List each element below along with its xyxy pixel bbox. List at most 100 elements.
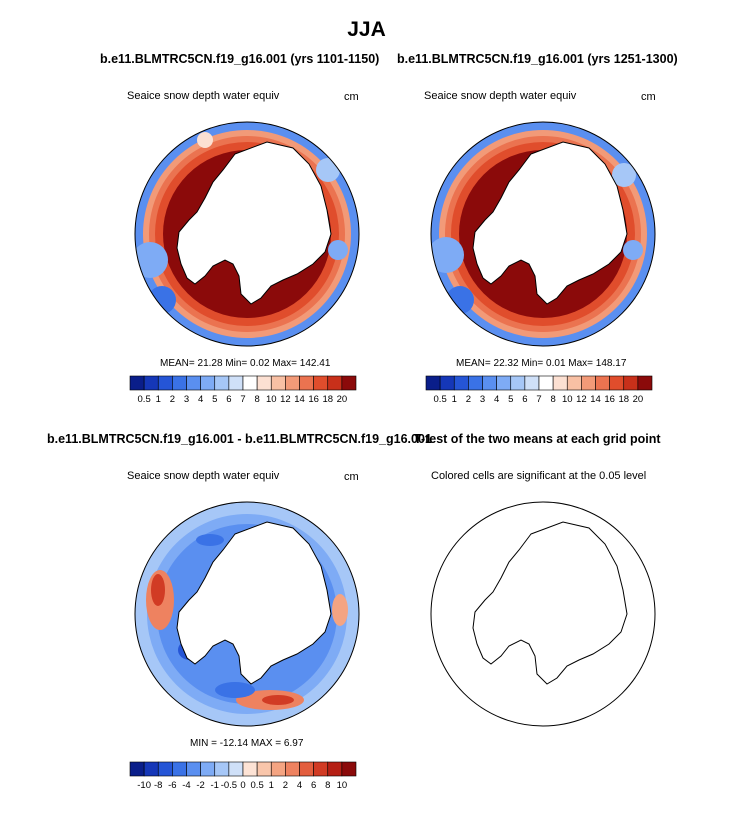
diff-colorbar-tick-label: -4 (182, 780, 190, 791)
abs-colorbar-swatch (299, 375, 314, 391)
p1-variable-label: Seaice snow depth water equiv (127, 90, 280, 102)
diff-colorbar-swatch (228, 761, 244, 777)
p2-units-label: cm (641, 91, 656, 103)
abs-colorbar-swatch (256, 375, 272, 391)
abs-colorbar-right-tick-label: 0.5 (434, 394, 447, 405)
p4-caption: Colored cells are significant at the 0.0… (431, 470, 647, 482)
diff-colorbar-swatch (270, 761, 286, 777)
abs-colorbar-right-swatch (524, 375, 540, 391)
diff-colorbar-swatch (285, 761, 300, 777)
abs-colorbar-right-tick-label: 4 (494, 394, 499, 405)
abs-colorbar-swatch (172, 375, 187, 391)
abs-colorbar-right-tick-label: 5 (508, 394, 513, 405)
p2-map (430, 121, 656, 347)
abs-colorbar-tick-label: 8 (254, 394, 259, 405)
abs-colorbar-right-tick-label: 8 (550, 394, 555, 405)
abs-colorbar-right-swatch (468, 375, 483, 391)
diff-colorbar-swatch (242, 761, 258, 777)
abs-colorbar-right-swatch (425, 375, 441, 391)
abs-colorbar-right-swatch (566, 375, 582, 391)
abs-colorbar-right-swatch (623, 375, 639, 391)
abs-colorbar-tick-label: 3 (184, 394, 189, 405)
abs-colorbar-swatch (129, 375, 145, 391)
abs-colorbar-tick-label: 0.5 (138, 394, 151, 405)
abs-colorbar-right-tick-label: 3 (480, 394, 485, 405)
abs-colorbar-right-tick-label: 2 (466, 394, 471, 405)
diff-colorbar-tick-label: -6 (168, 780, 176, 791)
abs-colorbar-right-tick-label: 18 (618, 394, 629, 405)
abs-colorbar-swatch (313, 375, 329, 391)
p2-stats: MEAN= 22.32 Min= 0.01 Max= 148.17 (456, 358, 627, 369)
diff-colorbar-tick-label: 0 (240, 780, 245, 791)
abs-colorbar-right-swatch (439, 375, 455, 391)
diff-colorbar-tick-label: -10 (137, 780, 151, 791)
abs-colorbar: 0.5 1 2 3 4 5 6 7 8 10 12 14 16 18 20 (129, 375, 357, 405)
p3-stats: MIN = -12.14 MAX = 6.97 (190, 738, 304, 749)
abs-colorbar-swatch (242, 375, 258, 391)
diff-colorbar-swatch (327, 761, 343, 777)
abs-colorbar-tick-label: 1 (156, 394, 161, 405)
abs-colorbar-tick-label: 16 (308, 394, 319, 405)
diff-colorbar: -10 -8 -6 -4 -2 -1 -0.5 0 0.5 1 2 4 6 8 10 (129, 761, 357, 791)
abs-colorbar-swatch (157, 375, 173, 391)
p1-stats: MEAN= 21.28 Min= 0.02 Max= 142.41 (160, 358, 331, 369)
diff-colorbar-tick-label: 0.5 (251, 780, 264, 791)
abs-colorbar-swatch (214, 375, 230, 391)
abs-colorbar-right-swatch (496, 375, 512, 391)
p2-variable-label: Seaice snow depth water equiv (424, 90, 577, 102)
diff-colorbar-tick-label: 6 (311, 780, 316, 791)
diff-colorbar-tick-label: 10 (337, 780, 348, 791)
abs-colorbar-right: 0.5 1 2 3 4 5 6 7 8 10 12 14 16 18 20 (425, 375, 653, 405)
diff-colorbar-tick-label: -0.5 (221, 780, 237, 791)
figure-title: JJA (347, 18, 386, 41)
diff-colorbar-tick-label: -1 (211, 780, 219, 791)
abs-colorbar-swatch (228, 375, 244, 391)
top-right-panel-title: b.e11.BLMTRC5CN.f19_g16.001 (yrs 1251-13… (397, 52, 678, 66)
abs-colorbar-right-swatch (552, 375, 568, 391)
abs-colorbar-swatch (186, 375, 201, 391)
diff-colorbar-swatch (143, 761, 159, 777)
abs-colorbar-swatch (341, 375, 357, 391)
abs-colorbar-swatch (143, 375, 159, 391)
abs-colorbar-right-tick-label: 16 (604, 394, 615, 405)
abs-colorbar-tick-label: 12 (280, 394, 291, 405)
diff-colorbar-swatch (186, 761, 201, 777)
p3-units-label: cm (344, 471, 359, 483)
diff-colorbar-tick-label: 1 (269, 780, 274, 791)
abs-colorbar-tick-label: 5 (212, 394, 217, 405)
p1-map (134, 121, 360, 347)
diff-colorbar-swatch (341, 761, 357, 777)
abs-colorbar-right-swatch (595, 375, 610, 391)
diff-colorbar-tick-label: 2 (283, 780, 288, 791)
diff-colorbar-tick-label: 4 (297, 780, 302, 791)
p1-units-label: cm (344, 91, 359, 103)
abs-colorbar-tick-label: 4 (198, 394, 203, 405)
diff-colorbar-swatch (313, 761, 329, 777)
abs-colorbar-swatch (200, 375, 216, 391)
abs-colorbar-right-tick-label: 6 (522, 394, 527, 405)
abs-colorbar-tick-label: 7 (240, 394, 245, 405)
abs-colorbar-right-swatch (609, 375, 625, 391)
abs-colorbar-swatch (285, 375, 300, 391)
abs-colorbar-right-tick-label: 7 (536, 394, 541, 405)
p3-map (134, 501, 360, 727)
abs-colorbar-right-tick-label: 12 (576, 394, 587, 405)
top-left-panel-title: b.e11.BLMTRC5CN.f19_g16.001 (yrs 1101-11… (100, 52, 380, 66)
abs-colorbar-swatch (270, 375, 286, 391)
abs-colorbar-tick-label: 6 (226, 394, 231, 405)
abs-colorbar-right-tick-label: 20 (633, 394, 644, 405)
diff-colorbar-swatch (129, 761, 145, 777)
abs-colorbar-right-tick-label: 10 (562, 394, 573, 405)
abs-colorbar-tick-label: 10 (266, 394, 277, 405)
abs-colorbar-right-tick-label: 1 (452, 394, 457, 405)
diff-colorbar-swatch (200, 761, 216, 777)
abs-colorbar-right-tick-label: 14 (590, 394, 601, 405)
abs-colorbar-right-swatch (637, 375, 653, 391)
diff-colorbar-swatch (157, 761, 173, 777)
abs-colorbar-swatch (327, 375, 343, 391)
abs-colorbar-right-swatch (581, 375, 596, 391)
diff-colorbar-tick-label: -8 (154, 780, 162, 791)
abs-colorbar-tick-label: 14 (294, 394, 305, 405)
bottom-left-panel-title: b.e11.BLMTRC5CN.f19_g16.001 - b.e11.BLMT… (47, 432, 432, 446)
